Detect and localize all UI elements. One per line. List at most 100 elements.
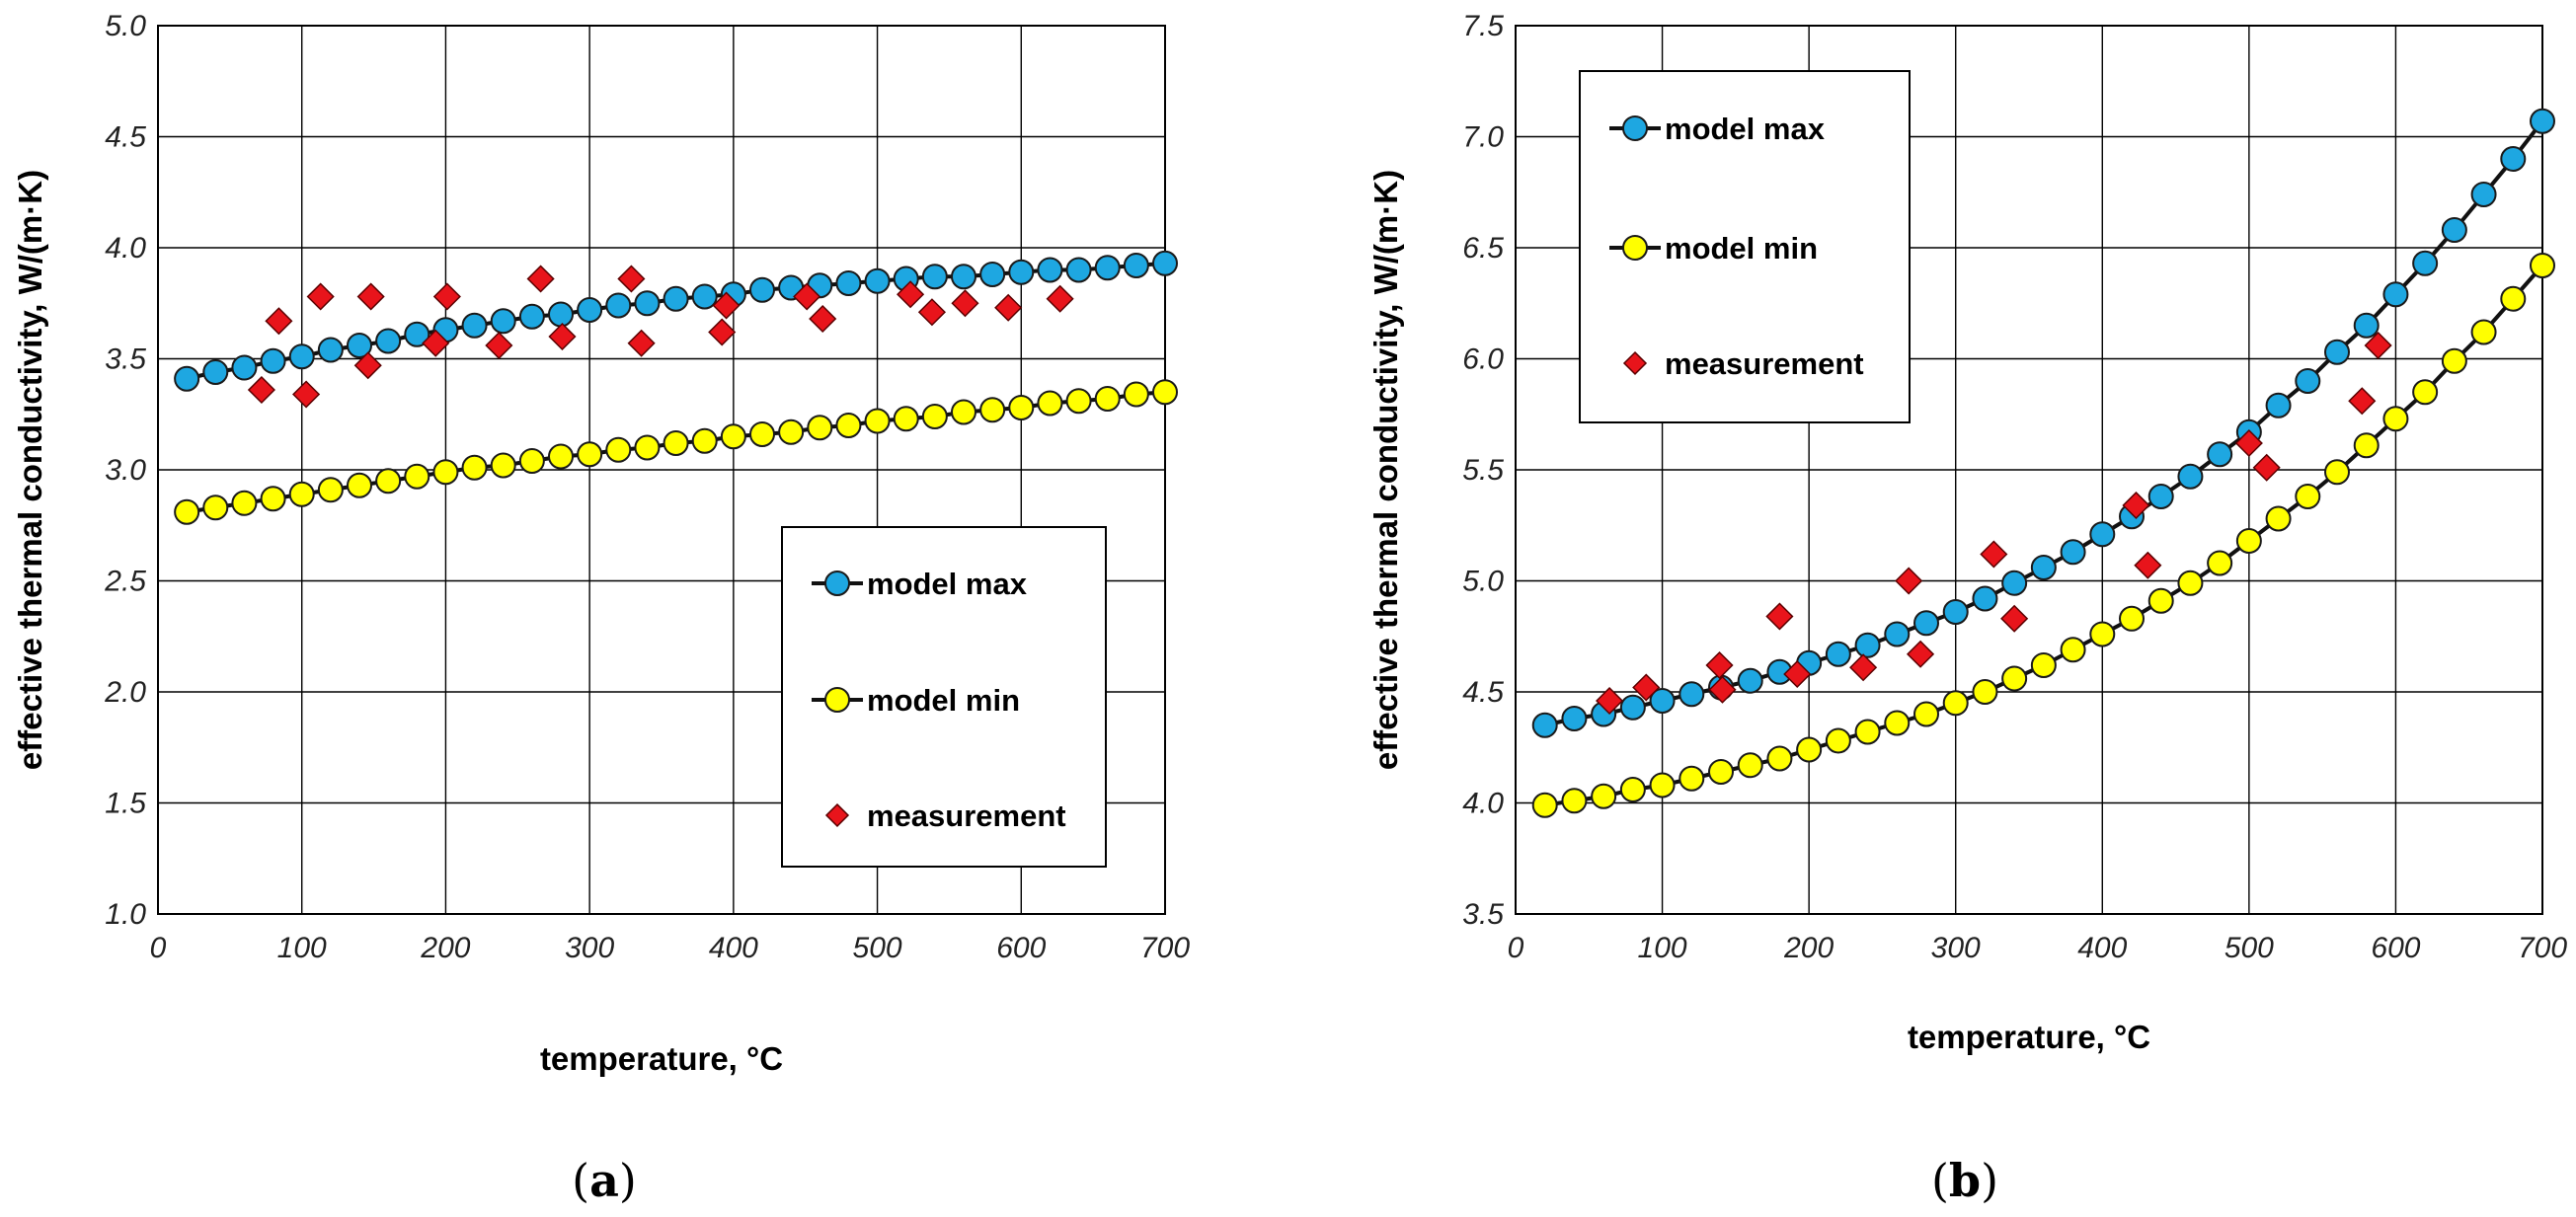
series-b-1 <box>1531 253 2555 818</box>
point-b-0-4 <box>1649 688 1676 714</box>
point-a-1-33 <box>1123 381 1149 408</box>
point-a-1-23 <box>835 413 862 438</box>
tick-labels-a: 0 100 200 300 400 500 600 700 1.0 1.5 2.0 2.5 3.0 3.5… <box>104 10 1190 964</box>
y-tick-label-b-8: 7.5 <box>1462 10 1504 42</box>
point-b-1-16 <box>2001 665 2028 692</box>
y-tick-label-a-7: 4.5 <box>105 121 146 154</box>
point-b-2-7 <box>1895 567 1923 595</box>
point-b-0-11 <box>1854 632 1881 658</box>
y-tick-label-b-3: 5.0 <box>1462 566 1504 598</box>
point-b-0-13 <box>1913 610 1939 637</box>
point-b-2-12 <box>2134 551 2162 579</box>
point-b-1-7 <box>1737 752 1763 779</box>
point-a-2-7 <box>432 282 461 311</box>
point-b-1-9 <box>1796 736 1823 763</box>
x-tick-label-b-4: 400 <box>2077 932 2127 964</box>
point-a-0-8 <box>404 321 430 347</box>
legend-marker-b-0 <box>1622 115 1648 141</box>
point-a-0-5 <box>317 337 344 363</box>
point-a-1-11 <box>490 452 516 479</box>
legend-b: model max model min measurement <box>1579 70 1911 423</box>
legend-label-b-1: model min <box>1665 231 1818 266</box>
y-tick-label-b-0: 3.5 <box>1462 898 1504 931</box>
point-a-1-3 <box>260 486 286 512</box>
point-a-1-20 <box>749 421 775 447</box>
point-b-0-14 <box>1942 599 1969 625</box>
point-a-1-24 <box>864 408 891 434</box>
point-a-1-16 <box>634 434 661 461</box>
point-b-1-13 <box>1913 701 1939 727</box>
x-axis-title-a: temperature, °C <box>540 1040 783 1077</box>
x-tick-label-b-5: 500 <box>2225 932 2274 964</box>
point-a-1-18 <box>691 427 718 454</box>
x-tick-label-a-2: 200 <box>420 932 470 964</box>
y-axis-title-a: effective thermal conductivity, W/(m·K) <box>12 170 48 770</box>
legend-marker-a-2 <box>824 802 850 828</box>
point-b-0-5 <box>1678 681 1705 708</box>
point-a-1-14 <box>577 441 603 468</box>
point-b-1-0 <box>1531 792 1558 818</box>
point-a-1-17 <box>663 430 689 456</box>
point-a-0-31 <box>1065 257 1092 283</box>
point-a-2-15 <box>793 282 821 311</box>
legend-marker-b-1 <box>1622 235 1648 261</box>
chart-a: 0 100 200 300 400 500 600 700 1.0 1.5 2.0 2.5 3.0 3.5… <box>12 10 1190 1207</box>
y-tick-label-b-7: 7.0 <box>1462 121 1504 154</box>
point-a-1-34 <box>1152 379 1178 406</box>
point-b-0-18 <box>2060 539 2086 566</box>
point-b-0-26 <box>2295 368 2321 394</box>
point-b-0-34 <box>2530 108 2555 134</box>
point-b-1-25 <box>2265 505 2292 532</box>
point-a-0-23 <box>835 270 862 296</box>
legend-marker-a-1 <box>824 687 850 713</box>
point-b-1-2 <box>1591 783 1617 809</box>
point-b-2-13 <box>2234 428 2263 458</box>
point-b-0-19 <box>2089 521 2116 548</box>
y-tick-label-a-3: 2.5 <box>104 566 146 598</box>
legend-item-a-1: model min <box>812 683 1020 718</box>
point-b-2-16 <box>2364 331 2392 360</box>
legend-item-a-0: model max <box>812 567 1028 601</box>
point-a-2-10 <box>548 322 577 351</box>
point-b-0-15 <box>1972 585 1998 612</box>
point-b-0-1 <box>1561 706 1588 731</box>
point-b-0-12 <box>1884 621 1911 647</box>
point-a-2-8 <box>485 331 513 360</box>
point-a-1-1 <box>202 494 229 521</box>
legend-a: model max model min measurement <box>781 526 1107 868</box>
point-b-2-5 <box>1783 659 1812 689</box>
point-b-1-21 <box>2147 587 2174 614</box>
y-tick-label-a-2: 2.0 <box>104 676 146 709</box>
point-a-0-28 <box>979 262 1006 287</box>
x-tick-label-a-5: 500 <box>853 932 902 964</box>
point-b-2-11 <box>2122 491 2150 520</box>
point-b-0-17 <box>2030 555 2057 580</box>
point-a-0-17 <box>663 285 689 312</box>
point-a-0-30 <box>1037 257 1063 283</box>
point-b-0-27 <box>2324 339 2350 365</box>
point-b-2-1 <box>1632 673 1661 702</box>
point-b-1-31 <box>2441 347 2467 374</box>
x-tick-label-a-4: 400 <box>709 932 758 964</box>
point-a-1-0 <box>174 498 200 525</box>
point-b-0-29 <box>2382 281 2409 308</box>
point-b-1-10 <box>1825 727 1851 754</box>
y-tick-label-a-1: 1.5 <box>105 788 146 820</box>
point-a-0-15 <box>605 292 632 319</box>
point-a-1-29 <box>1008 395 1035 420</box>
point-a-0-16 <box>634 290 661 317</box>
point-b-2-9 <box>1980 540 2008 569</box>
point-b-1-14 <box>1942 690 1969 717</box>
point-a-0-10 <box>461 312 488 339</box>
point-a-2-1 <box>265 307 293 336</box>
series-a-2 <box>247 265 1074 409</box>
legend-item-b-2: measurement <box>1622 346 1864 381</box>
x-tick-label-a-6: 600 <box>996 932 1046 964</box>
point-a-1-28 <box>979 397 1006 423</box>
y-tick-label-b-1: 4.0 <box>1462 788 1504 820</box>
point-a-1-31 <box>1065 388 1092 415</box>
point-a-2-17 <box>897 280 925 309</box>
x-tick-label-b-2: 200 <box>1783 932 1834 964</box>
point-b-0-0 <box>1531 712 1558 738</box>
point-a-2-13 <box>708 318 737 346</box>
